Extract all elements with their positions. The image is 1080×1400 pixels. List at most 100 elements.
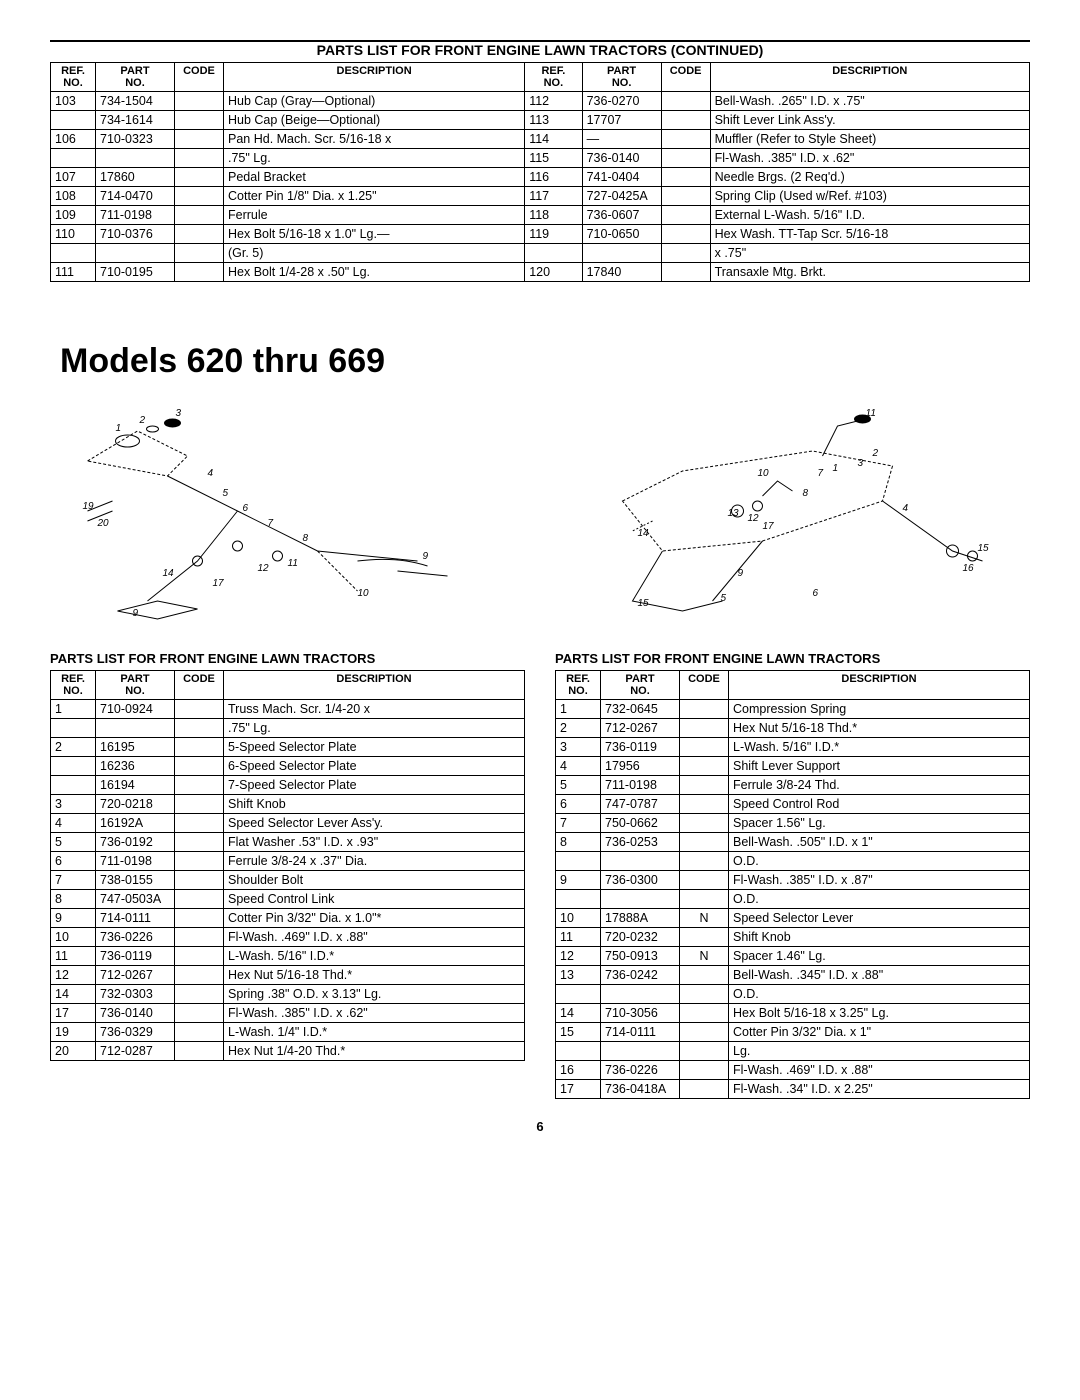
table-row: 6711-0198Ferrule 3/8-24 x .37" Dia.: [51, 852, 525, 871]
table-cell: Bell-Wash. .345" I.D. x .88": [729, 966, 1030, 985]
table-cell: [51, 244, 96, 263]
table-cell: [661, 111, 710, 130]
table-cell: Speed Selector Lever Ass'y.: [224, 814, 525, 833]
table-cell: 16192A: [96, 814, 175, 833]
table-cell: 17956: [601, 757, 680, 776]
table-cell: [582, 244, 661, 263]
table-row: 1017888ANSpeed Selector Lever: [556, 909, 1030, 928]
right-list-title: PARTS LIST FOR FRONT ENGINE LAWN TRACTOR…: [555, 651, 1030, 666]
svg-text:17: 17: [213, 578, 225, 589]
table-cell: 750-0662: [601, 814, 680, 833]
table-cell: 720-0218: [96, 795, 175, 814]
top-section-title: PARTS LIST FOR FRONT ENGINE LAWN TRACTOR…: [50, 40, 1030, 58]
svg-text:10: 10: [358, 588, 370, 599]
col-header: REF.NO.: [51, 63, 96, 92]
svg-text:19: 19: [83, 501, 95, 512]
table-cell: x .75": [710, 244, 1029, 263]
table-cell: 7: [51, 871, 96, 890]
table-cell: 714-0111: [601, 1023, 680, 1042]
table-cell: Bell-Wash. .265" I.D. x .75": [710, 92, 1029, 111]
table-cell: [556, 985, 601, 1004]
table-cell: [175, 909, 224, 928]
left-list-title: PARTS LIST FOR FRONT ENGINE LAWN TRACTOR…: [50, 651, 525, 666]
table-cell: 17707: [582, 111, 661, 130]
table-row: 3736-0119L-Wash. 5/16" I.D.*: [556, 738, 1030, 757]
svg-text:15: 15: [638, 598, 650, 609]
table-cell: 5: [51, 833, 96, 852]
svg-text:13: 13: [728, 508, 740, 519]
table-cell: 106: [51, 130, 96, 149]
table-cell: [680, 890, 729, 909]
col-header: DESCRIPTION: [224, 63, 525, 92]
table-cell: [175, 92, 224, 111]
table-cell: Fl-Wash. .469" I.D. x .88": [224, 928, 525, 947]
table-cell: [175, 985, 224, 1004]
table-cell: Truss Mach. Scr. 1/4-20 x: [224, 700, 525, 719]
table-row: 12712-0267Hex Nut 5/16-18 Thd.*: [51, 966, 525, 985]
table-cell: Fl-Wash. .385" I.D. x .62": [224, 1004, 525, 1023]
table-cell: [680, 1042, 729, 1061]
table-cell: 112: [525, 92, 582, 111]
table-cell: Pan Hd. Mach. Scr. 5/16-18 x: [224, 130, 525, 149]
table-row: 9736-0300Fl-Wash. .385" I.D. x .87": [556, 871, 1030, 890]
table-cell: [175, 795, 224, 814]
col-header: PARTNO.: [601, 671, 680, 700]
table-cell: 107: [51, 168, 96, 187]
svg-text:9: 9: [738, 568, 744, 579]
table-cell: [680, 833, 729, 852]
svg-text:14: 14: [638, 528, 650, 539]
table-cell: L-Wash. 1/4" I.D.*: [224, 1023, 525, 1042]
table-cell: Ferrule: [224, 206, 525, 225]
table-cell: [96, 719, 175, 738]
table-cell: [661, 244, 710, 263]
table-cell: [51, 149, 96, 168]
table-cell: External L-Wash. 5/16" I.D.: [710, 206, 1029, 225]
table-cell: [175, 719, 224, 738]
table-cell: Cotter Pin 3/32" Dia. x 1.0"*: [224, 909, 525, 928]
table-cell: 108: [51, 187, 96, 206]
table-cell: .75" Lg.: [224, 719, 525, 738]
table-cell: 736-0192: [96, 833, 175, 852]
table-cell: [175, 814, 224, 833]
table-cell: [680, 928, 729, 947]
table-cell: [680, 871, 729, 890]
table-cell: [661, 149, 710, 168]
table-cell: [680, 757, 729, 776]
table-cell: Compression Spring: [729, 700, 1030, 719]
svg-text:9: 9: [423, 551, 429, 562]
table-cell: 734-1504: [96, 92, 175, 111]
table-row: 7750-0662Spacer 1.56" Lg.: [556, 814, 1030, 833]
col-header: DESCRIPTION: [729, 671, 1030, 700]
table-row: .75" Lg.: [51, 719, 525, 738]
table-cell: [680, 1023, 729, 1042]
svg-text:11: 11: [866, 408, 876, 419]
table-cell: [661, 168, 710, 187]
table-cell: Cotter Pin 3/32" Dia. x 1": [729, 1023, 1030, 1042]
table-cell: 8: [556, 833, 601, 852]
table-cell: 714-0111: [96, 909, 175, 928]
table-cell: 732-0645: [601, 700, 680, 719]
table-cell: 736-0607: [582, 206, 661, 225]
table-cell: 7-Speed Selector Plate: [224, 776, 525, 795]
table-cell: Hex Bolt 5/16-18 x 1.0" Lg.—: [224, 225, 525, 244]
svg-text:15: 15: [978, 543, 990, 554]
table-cell: [175, 149, 224, 168]
table-row: 16736-0226Fl-Wash. .469" I.D. x .88": [556, 1061, 1030, 1080]
table-row: 9714-0111Cotter Pin 3/32" Dia. x 1.0"*: [51, 909, 525, 928]
table-cell: [51, 111, 96, 130]
svg-text:4: 4: [208, 468, 214, 479]
table-cell: Shift Knob: [729, 928, 1030, 947]
table-cell: N: [680, 947, 729, 966]
col-header: PARTNO.: [582, 63, 661, 92]
svg-text:4: 4: [903, 503, 909, 514]
table-cell: 736-0300: [601, 871, 680, 890]
table-cell: Shift Knob: [224, 795, 525, 814]
table-cell: Hex Nut 1/4-20 Thd.*: [224, 1042, 525, 1061]
table-cell: 12: [556, 947, 601, 966]
table-cell: 736-0119: [601, 738, 680, 757]
table-cell: 4: [51, 814, 96, 833]
table-cell: [51, 757, 96, 776]
table-cell: 12: [51, 966, 96, 985]
col-header: REF.NO.: [556, 671, 601, 700]
svg-text:12: 12: [748, 513, 760, 524]
